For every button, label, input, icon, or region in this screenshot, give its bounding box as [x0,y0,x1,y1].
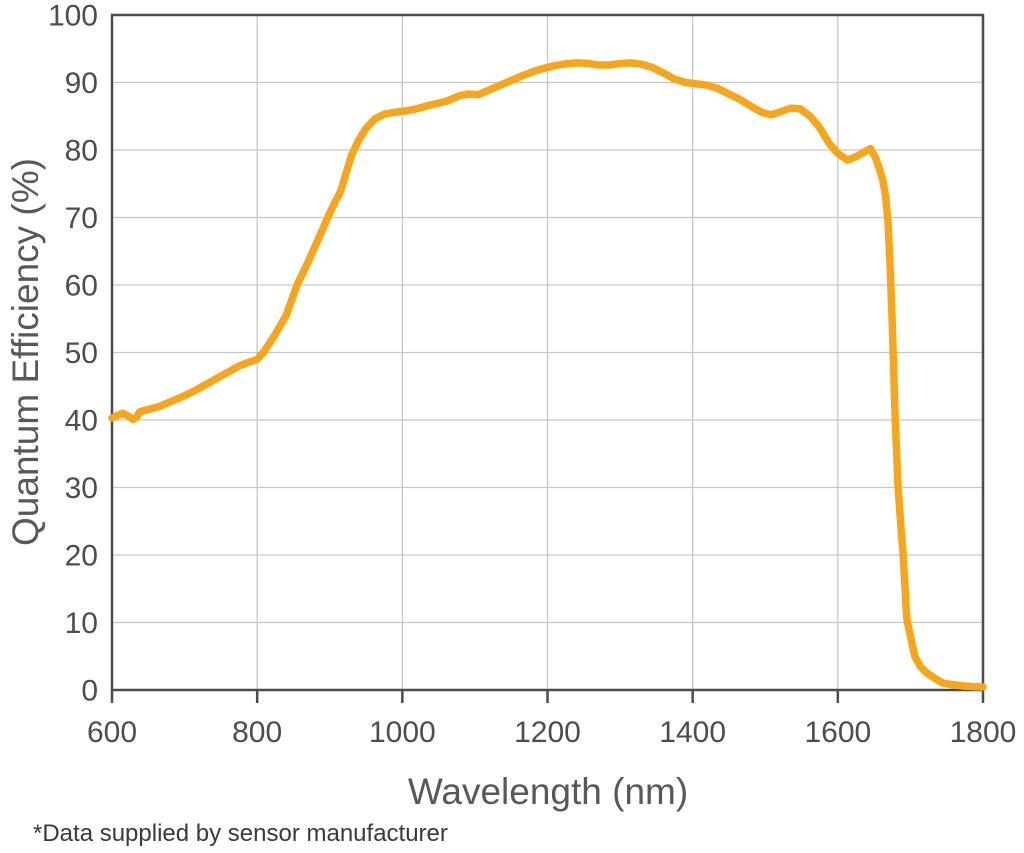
y-tick-label-70: 70 [65,202,98,235]
footnote: *Data supplied by sensor manufacturer [33,820,448,847]
x-axis-title: Wavelength (nm) [408,771,688,812]
y-tick-label-50: 50 [65,337,98,370]
x-tick-label-1000: 1000 [369,716,436,749]
x-axis-ticks [110,690,985,703]
qe-curve [108,59,987,691]
x-tick-label-800: 800 [232,716,282,749]
y-axis-title: Quantum Efficiency (%) [5,158,46,546]
y-tick-label-60: 60 [65,270,98,303]
y-tick-label-10: 10 [65,607,98,640]
x-tick-label-1600: 1600 [804,716,871,749]
y-tick-label-90: 90 [65,67,98,100]
y-tick-label-30: 30 [65,472,98,505]
gridlines [112,15,983,690]
y-axis-tick-labels: 0 10 20 30 40 50 60 70 80 90 100 [48,0,98,708]
y-tick-label-80: 80 [65,135,98,168]
y-tick-label-20: 20 [65,540,98,573]
x-tick-label-600: 600 [87,716,137,749]
y-tick-label-100: 100 [48,0,98,33]
x-tick-label-1200: 1200 [514,716,581,749]
x-tick-label-1800: 1800 [950,716,1017,749]
y-tick-label-0: 0 [81,675,98,708]
x-tick-label-1400: 1400 [659,716,726,749]
y-tick-label-40: 40 [65,405,98,438]
x-axis-tick-labels: 600 800 1000 1200 1400 1600 1800 [87,716,1016,749]
